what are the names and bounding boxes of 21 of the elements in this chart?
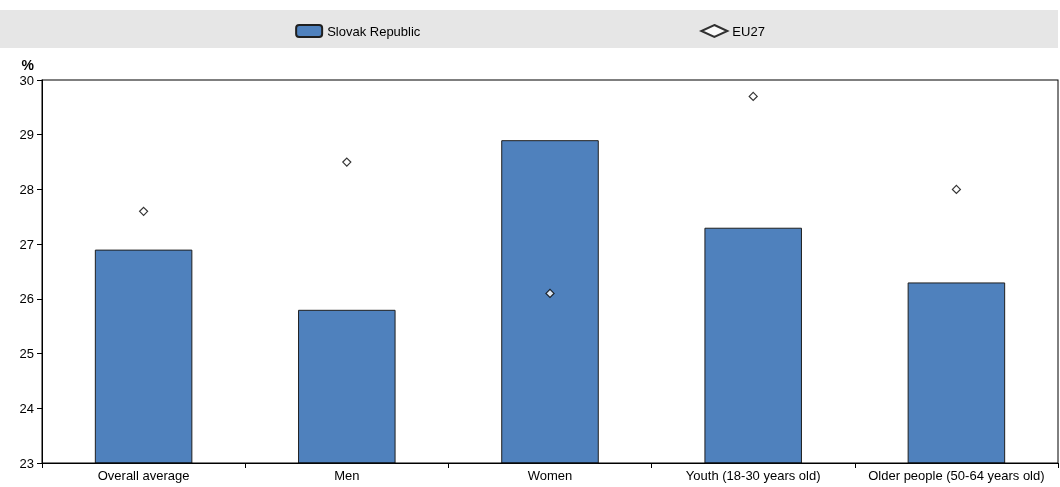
y-tick-label: 28: [19, 181, 34, 197]
y-tick-label: 29: [19, 127, 34, 143]
y-tick-label: 27: [19, 236, 34, 252]
y-tick-label: 24: [19, 400, 34, 416]
x-tick-label: Men: [334, 468, 360, 483]
y-tick-label: 26: [19, 291, 34, 307]
point: [545, 288, 555, 298]
x-tick-label: Overall average: [97, 468, 190, 483]
point: [951, 184, 961, 195]
x-tick-label: Older people (50-64 years old): [868, 468, 1045, 483]
point: [342, 157, 352, 167]
y-tick-label: 30: [19, 72, 34, 88]
point: [139, 206, 149, 216]
y-tick-label: 23: [19, 455, 34, 471]
x-tick-label: Women: [527, 468, 573, 483]
point: [748, 91, 758, 102]
x-tick-label: Youth (18-30 years old): [685, 468, 821, 483]
y-axis-title: %: [21, 57, 35, 73]
legend-label: Slovak Republic: [327, 23, 421, 39]
legend-label: EU27: [732, 23, 765, 39]
y-tick-label: 25: [19, 346, 34, 362]
